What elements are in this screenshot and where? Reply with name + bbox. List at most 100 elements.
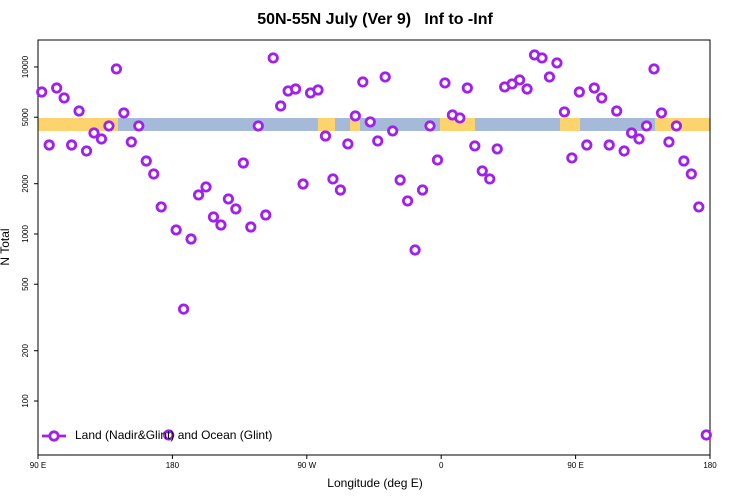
point [51,82,63,94]
point [364,116,376,128]
chart-title: 50N-55N July (Ver 9) Inf to -Inf [257,11,493,28]
point [566,152,578,164]
point [43,139,55,151]
point [476,165,488,177]
point [95,133,108,145]
point [603,139,615,151]
y-tick-label: 1000 [21,225,30,243]
point [678,155,690,167]
point [110,63,123,75]
point [73,105,85,117]
point [103,120,115,132]
point [596,92,608,104]
y-tick-label: 100 [21,394,30,408]
y-tick-label: 2000 [21,174,30,192]
y-axis-label: N Total [0,228,12,265]
point [454,112,466,124]
y-tick-label: 500 [21,277,30,291]
point [491,143,503,155]
ocean-band [580,118,655,131]
x-tick-label: 0 [439,461,444,470]
point [178,303,190,315]
point [334,184,346,196]
point [387,125,399,137]
point [424,120,436,132]
point [312,84,324,96]
point [394,174,406,186]
point [513,74,526,86]
point [118,107,130,119]
point [640,120,653,132]
point [133,120,145,132]
x-tick-label: 180 [703,461,717,470]
point [439,77,451,89]
point [349,110,361,122]
point [125,136,137,148]
x-tick-label: 90 E [30,461,46,470]
ocean-band [475,118,560,131]
point [379,71,391,83]
x-tick-label: 180 [166,461,180,470]
point [80,145,93,157]
point [245,221,257,233]
point [693,201,705,213]
point [163,429,175,441]
point [342,138,354,150]
y-tick-label: 200 [21,344,30,358]
point [289,83,302,95]
point [327,173,339,185]
point [155,201,167,213]
x-tick-label: 90 W [297,461,316,470]
point [252,120,264,132]
point [66,139,78,151]
point [215,219,227,231]
point [670,120,683,132]
ocean-band [335,118,350,131]
x-tick-label: 90 E [567,461,583,470]
point [416,184,429,196]
point [237,157,249,169]
point [573,86,585,98]
ocean-band [360,118,440,131]
point [469,140,481,152]
point [588,82,600,94]
legend-marker [48,430,60,442]
point [633,133,645,145]
x-axis-label: Longitude (deg E) [327,476,422,490]
point [260,209,272,221]
point [581,139,593,151]
point [185,233,197,245]
point [207,211,220,223]
point [230,203,242,215]
point [461,82,473,94]
ocean-band [118,118,318,131]
point [58,92,70,104]
point [611,105,623,117]
point [536,52,548,64]
legend-label: Land (Nadir&Glint) and Ocean (Glint) [75,428,272,442]
point [409,244,421,256]
point [625,127,638,139]
point [319,130,332,142]
point [521,83,533,95]
point [36,86,48,98]
point [297,178,309,190]
point [543,71,556,83]
point [484,173,496,185]
point [88,127,100,139]
y-tick-label: 10000 [21,55,30,78]
point [648,63,660,75]
point [192,189,205,201]
point [700,429,712,441]
point [551,57,563,69]
point [558,106,571,118]
point [655,107,668,119]
plot-frame [37,39,711,456]
point [618,145,630,157]
point [140,155,152,167]
point [663,136,675,148]
point [267,52,279,64]
point [372,135,384,147]
point [200,181,212,193]
